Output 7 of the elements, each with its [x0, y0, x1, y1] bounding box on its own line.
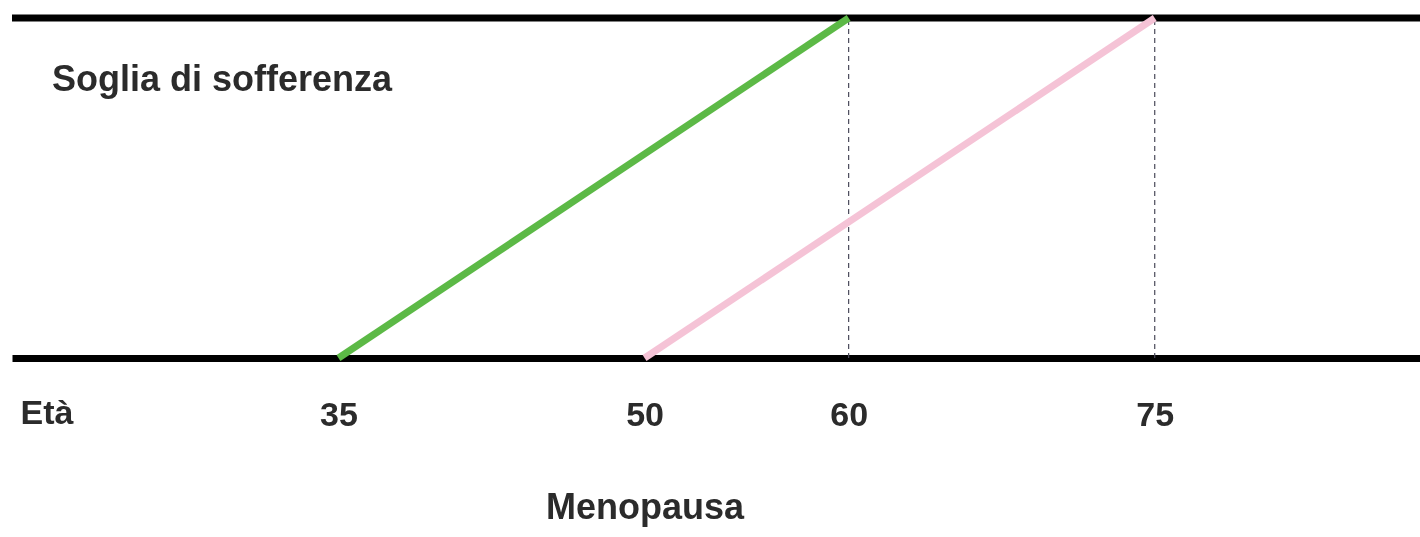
text: Menopausa	[545, 486, 745, 527]
x-tick-label: 35	[320, 394, 358, 433]
x-axis-title: Età	[20, 392, 74, 431]
x-tick-label: 50	[626, 394, 664, 433]
x-tick-label: 60	[830, 394, 869, 433]
x-tick-label: 75	[1136, 394, 1175, 433]
ref-line-label: Soglia di sofferenza	[52, 58, 394, 99]
